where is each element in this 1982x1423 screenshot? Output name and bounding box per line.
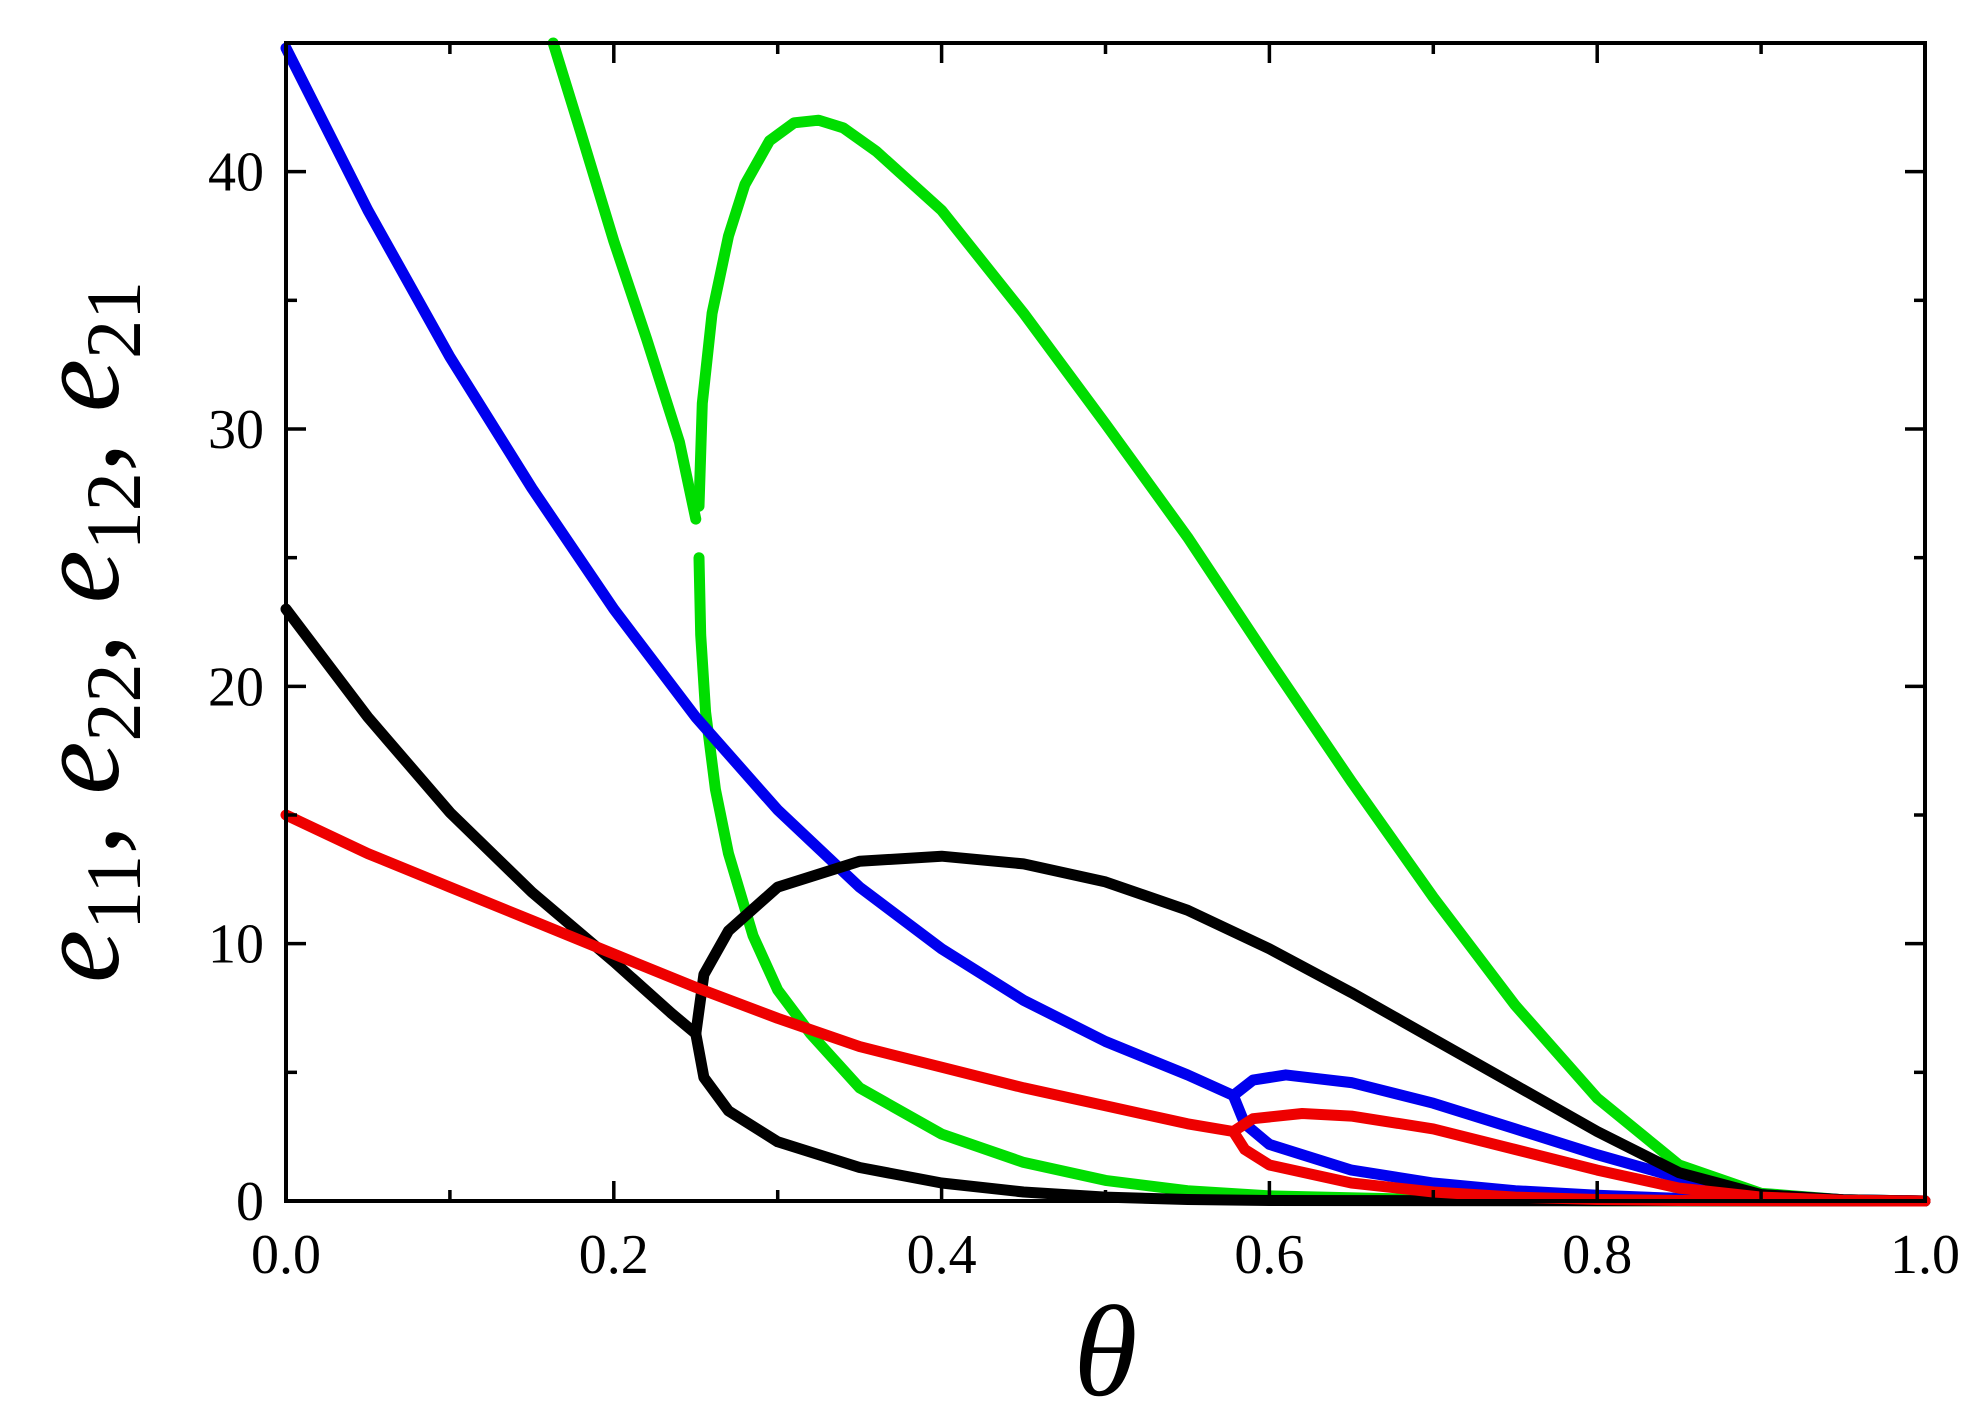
series-0-branch-1: [693, 114, 1931, 1207]
series-0-branch-2: [693, 552, 1931, 1207]
ticks-layer: 0.0 0.2 0.4 0.6 0.8 1.0 0 10 20 30 40: [208, 41, 1960, 1286]
y-label-symbol: e: [11, 741, 144, 794]
series-2-branch-1: [690, 850, 1931, 1207]
plot-frame: [284, 41, 1927, 1203]
y-label-separator: ,: [11, 795, 144, 855]
x-tick-label: 0.8: [1562, 1224, 1632, 1286]
y-label-separator: ,: [11, 603, 144, 663]
series-layer: [280, 37, 1931, 1207]
y-label-symbol: e: [11, 550, 144, 603]
y-tick-label: 0: [236, 1171, 264, 1233]
y-tick-label: 10: [208, 914, 264, 976]
y-label-subscript: 11: [70, 855, 157, 930]
x-tick-label: 0.0: [251, 1224, 321, 1286]
x-axis-label: θ: [1074, 1280, 1138, 1423]
y-label-separator: ,: [11, 412, 144, 472]
series-2-branch-0: [280, 603, 702, 1040]
series-1-branch-0: [280, 42, 1239, 1101]
y-tick-label: 30: [208, 399, 264, 461]
y-tick-label: 20: [208, 656, 264, 718]
y-tick-label: 40: [208, 142, 264, 204]
x-tick-label: 0.2: [579, 1224, 649, 1286]
y-label-symbol: e: [11, 359, 144, 412]
y-axis-label-text: e11, e22, e12, e21: [11, 281, 157, 983]
y-label-subscript: 22: [70, 663, 157, 741]
series-3-branch-0: [280, 809, 1239, 1137]
series-0-branch-0: [547, 37, 702, 525]
x-tick-label: 1.0: [1890, 1224, 1960, 1286]
x-tick-label: 0.6: [1234, 1224, 1304, 1286]
y-label-symbol: e: [11, 930, 144, 983]
x-tick-label: 0.4: [907, 1224, 977, 1286]
y-axis-label: e11, e22, e12, e21: [11, 281, 157, 983]
y-label-subscript: 12: [70, 472, 157, 550]
y-label-subscript: 21: [70, 281, 157, 359]
